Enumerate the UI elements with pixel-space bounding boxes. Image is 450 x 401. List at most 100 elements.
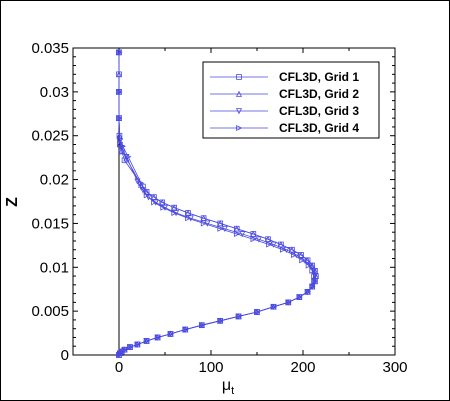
data-point — [117, 350, 124, 357]
data-point — [296, 294, 303, 301]
data-point — [309, 267, 316, 274]
data-point — [182, 326, 189, 333]
x-tick-label: 0 — [115, 359, 123, 376]
legend-entry: CFL3D, Grid 1 — [210, 70, 359, 84]
data-point — [171, 204, 178, 211]
data-point — [311, 273, 318, 280]
data-point — [233, 225, 240, 232]
data-point — [264, 235, 272, 243]
y-tick-label: 0.005 — [31, 303, 69, 320]
data-point — [200, 214, 207, 221]
data-point — [217, 220, 224, 227]
data-point — [221, 225, 228, 232]
data-point — [154, 334, 161, 341]
data-point — [126, 344, 134, 351]
data-point — [134, 341, 141, 348]
data-point — [217, 317, 224, 324]
data-point — [239, 231, 246, 238]
data-point — [119, 143, 126, 150]
data-point — [270, 241, 277, 248]
y-tick-label: 0 — [61, 347, 69, 364]
data-point — [160, 204, 167, 211]
data-point — [290, 251, 298, 259]
data-point — [255, 236, 262, 243]
legend-marker — [236, 124, 243, 132]
data-point — [115, 49, 123, 56]
data-point — [235, 313, 242, 320]
series-layer — [115, 49, 319, 359]
data-point — [299, 257, 306, 264]
data-point — [309, 283, 316, 290]
data-point — [311, 278, 318, 285]
data-point — [138, 180, 145, 187]
data-point — [250, 230, 257, 237]
legend-box — [202, 61, 380, 139]
x-axis-title: μt — [222, 377, 234, 397]
y-tick-label: 0.01 — [40, 259, 69, 276]
data-point — [198, 322, 206, 329]
data-point — [217, 225, 224, 232]
y-tick-label: 0.015 — [31, 215, 69, 232]
data-point — [117, 136, 124, 143]
legend-entry: CFL3D, Grid 3 — [210, 104, 359, 118]
data-point — [134, 341, 141, 348]
legend-label: CFL3D, Grid 4 — [279, 121, 359, 135]
data-point — [125, 153, 132, 160]
data-point — [121, 346, 128, 353]
data-point — [184, 209, 192, 216]
data-point — [121, 157, 128, 164]
series-4 — [116, 49, 318, 359]
data-point — [285, 299, 292, 306]
y-tick-label: 0.025 — [31, 128, 69, 145]
data-point — [143, 192, 150, 199]
data-point — [121, 346, 128, 354]
data-point — [159, 199, 166, 206]
data-point — [200, 220, 207, 227]
y-tick-label: 0.03 — [40, 84, 69, 101]
x-tick-label: 300 — [382, 359, 407, 376]
legend-marker — [236, 74, 242, 80]
legend-label: CFL3D, Grid 1 — [279, 70, 359, 84]
legend-entry: CFL3D, Grid 2 — [210, 87, 359, 101]
data-point — [250, 236, 257, 243]
data-point — [143, 337, 150, 345]
x-axis-title-subscript: t — [231, 385, 234, 397]
data-point — [116, 115, 123, 122]
y-tick-label: 0.02 — [40, 172, 69, 189]
data-point — [167, 330, 174, 337]
data-point — [304, 288, 311, 295]
data-point — [309, 283, 316, 290]
data-point — [171, 209, 178, 216]
data-point — [185, 215, 192, 222]
x-tick-label: 100 — [198, 359, 223, 376]
series-line — [118, 52, 315, 356]
legend-marker — [235, 90, 243, 97]
legend-marker — [235, 108, 243, 115]
axes: 0 100 200 300 0 0.005 0.01 0.015 0.02 0.025 0.03 0.… — [31, 40, 407, 376]
data-point — [233, 230, 241, 238]
data-point — [151, 199, 158, 206]
data-point — [298, 251, 305, 258]
legend-entry: CFL3D, Grid 4 — [210, 121, 359, 135]
data-point — [277, 241, 284, 248]
x-axis-title-main: μ — [222, 377, 231, 394]
data-point — [150, 193, 158, 200]
data-point — [116, 88, 123, 95]
y-tick-label: 0.035 — [31, 40, 69, 57]
data-point — [296, 294, 303, 301]
legend: CFL3D, Grid 1 CFL3D, Grid 2 CFL3D, Grid 3 C… — [202, 61, 380, 139]
legend-label: CFL3D, Grid 3 — [279, 104, 359, 118]
data-point — [127, 344, 134, 351]
data-point — [304, 289, 311, 296]
data-point — [266, 241, 273, 248]
x-tick-label: 200 — [290, 359, 315, 376]
legend-label: CFL3D, Grid 2 — [279, 87, 359, 101]
data-point — [279, 246, 287, 253]
data-point — [116, 49, 123, 56]
data-point — [254, 308, 261, 316]
plot-area-border — [72, 47, 396, 356]
data-point — [305, 262, 312, 269]
y-axis-title: Z — [4, 197, 21, 207]
data-point — [270, 303, 277, 310]
